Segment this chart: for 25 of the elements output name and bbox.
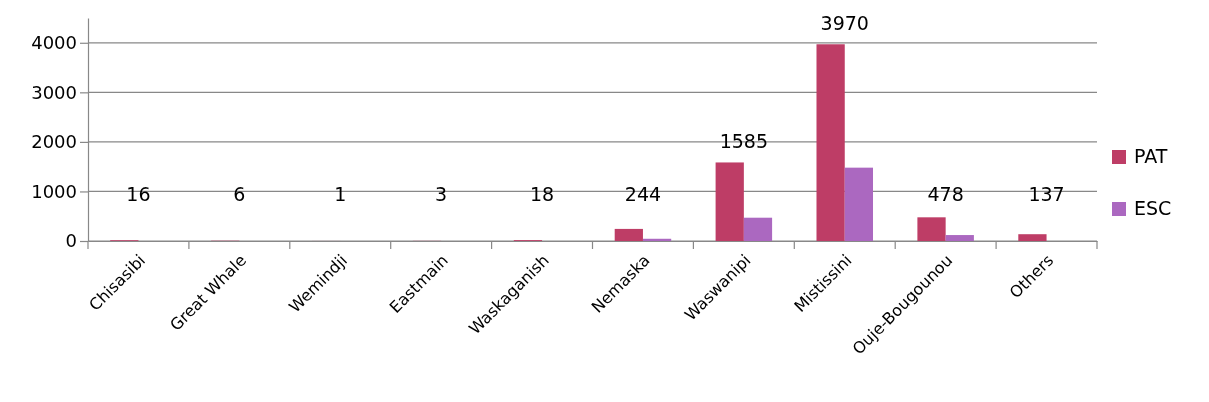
bar xyxy=(917,217,946,241)
y-tick-label: 3000 xyxy=(31,81,77,103)
data-label: 3970 xyxy=(820,12,869,35)
y-tick-label: 4000 xyxy=(31,32,77,54)
data-label: 18 xyxy=(529,183,555,205)
data-label: 478 xyxy=(927,183,964,205)
data-label: 137 xyxy=(1028,183,1065,205)
y-tick-label: 2000 xyxy=(31,131,77,153)
data-label: 1 xyxy=(334,183,347,205)
y-tick-label: 1000 xyxy=(31,180,77,202)
data-label: 16 xyxy=(126,183,151,205)
data-label: 6 xyxy=(233,183,246,205)
bar xyxy=(743,217,773,241)
legend-label: PAT xyxy=(1134,145,1168,167)
data-label: 1585 xyxy=(719,130,769,153)
y-tick-label: 0 xyxy=(65,230,77,252)
bar xyxy=(715,162,744,241)
data-label: 3 xyxy=(435,183,448,205)
bar xyxy=(945,235,974,241)
data-label: 244 xyxy=(624,183,662,205)
legend-label: ESC xyxy=(1134,197,1172,219)
bar xyxy=(844,167,873,241)
bar xyxy=(614,228,643,241)
bar xyxy=(816,44,845,241)
bar xyxy=(1018,234,1047,241)
